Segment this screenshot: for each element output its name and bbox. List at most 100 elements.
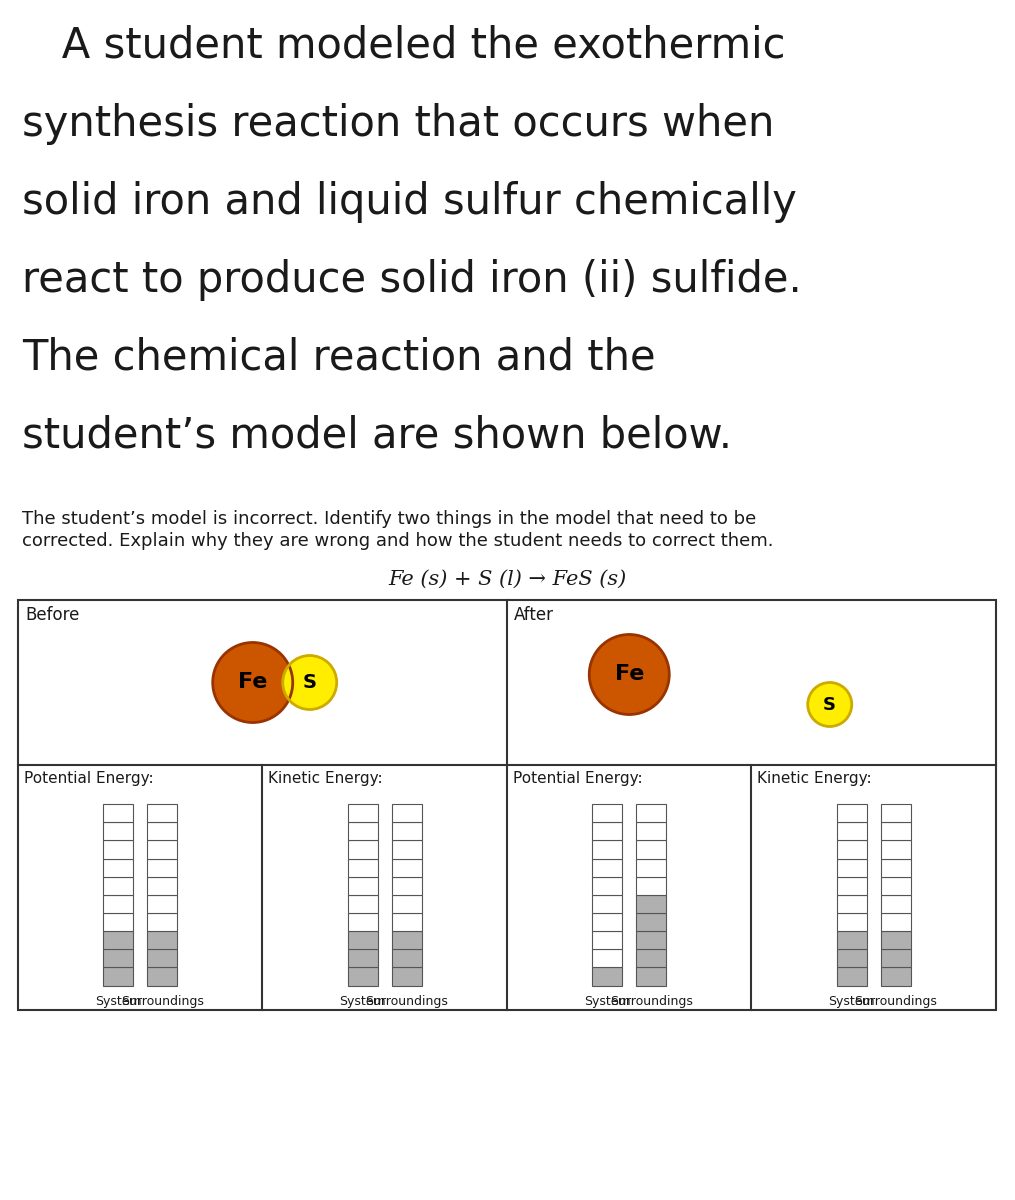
Bar (348, 804, 378, 822)
Bar (348, 840, 378, 858)
Bar (104, 822, 133, 840)
Bar (881, 804, 910, 822)
Bar (147, 877, 178, 895)
Bar (881, 895, 910, 913)
Bar (392, 822, 422, 840)
Bar (348, 877, 378, 895)
Text: Surroundings: Surroundings (121, 995, 204, 1008)
Bar (392, 840, 422, 858)
Bar (147, 840, 178, 858)
Bar (592, 913, 622, 931)
Bar (147, 858, 178, 877)
Bar (104, 804, 133, 822)
Bar (836, 840, 867, 858)
Bar (836, 931, 867, 949)
Bar (147, 895, 178, 913)
Bar (592, 840, 622, 858)
Bar (392, 967, 422, 985)
Bar (104, 895, 133, 913)
Bar (836, 822, 867, 840)
Bar (348, 858, 378, 877)
Bar (392, 877, 422, 895)
Bar (392, 895, 422, 913)
Bar (836, 877, 867, 895)
Bar (348, 822, 378, 840)
Bar (392, 858, 422, 877)
Bar (636, 877, 666, 895)
Bar (392, 931, 422, 949)
Text: System: System (339, 995, 386, 1008)
Bar (836, 949, 867, 967)
Bar (104, 967, 133, 985)
Bar (881, 913, 910, 931)
Circle shape (213, 642, 292, 722)
Bar (636, 967, 666, 985)
Text: The chemical reaction and the: The chemical reaction and the (22, 337, 656, 379)
Text: System: System (95, 995, 141, 1008)
Text: After: After (514, 606, 554, 624)
Bar (592, 822, 622, 840)
Text: S: S (823, 696, 836, 714)
Text: The student’s model is incorrect. Identify two things in the model that need to : The student’s model is incorrect. Identi… (22, 510, 756, 528)
Text: A student modeled the exothermic: A student modeled the exothermic (22, 25, 786, 67)
Text: Fe (s) + S (l) → FeS (s): Fe (s) + S (l) → FeS (s) (388, 570, 626, 589)
Bar (104, 877, 133, 895)
Bar (636, 804, 666, 822)
Bar (348, 949, 378, 967)
Text: Surroundings: Surroundings (855, 995, 937, 1008)
Bar (636, 895, 666, 913)
Text: Fe: Fe (614, 665, 644, 684)
Bar (348, 967, 378, 985)
Text: System: System (584, 995, 630, 1008)
Bar (881, 840, 910, 858)
Bar (636, 949, 666, 967)
Bar (104, 913, 133, 931)
Text: S: S (302, 673, 317, 692)
Bar (392, 913, 422, 931)
Bar (392, 804, 422, 822)
Bar (592, 931, 622, 949)
Text: Before: Before (25, 606, 79, 624)
Text: Potential Energy:: Potential Energy: (513, 770, 642, 786)
Bar (836, 967, 867, 985)
Text: Surroundings: Surroundings (365, 995, 449, 1008)
Bar (18, 600, 996, 1010)
Bar (881, 931, 910, 949)
Text: Fe: Fe (239, 672, 267, 692)
Bar (348, 895, 378, 913)
Bar (636, 931, 666, 949)
Bar (104, 858, 133, 877)
Bar (836, 858, 867, 877)
Bar (592, 895, 622, 913)
Text: Potential Energy:: Potential Energy: (24, 770, 153, 786)
Bar (348, 931, 378, 949)
Circle shape (808, 683, 852, 726)
Bar (636, 840, 666, 858)
Bar (592, 877, 622, 895)
Text: solid iron and liquid sulfur chemically: solid iron and liquid sulfur chemically (22, 181, 797, 223)
Bar (636, 858, 666, 877)
Bar (147, 804, 178, 822)
Text: System: System (828, 995, 875, 1008)
Text: Kinetic Energy:: Kinetic Energy: (757, 770, 872, 786)
Bar (836, 913, 867, 931)
Bar (881, 858, 910, 877)
Bar (104, 931, 133, 949)
Bar (636, 822, 666, 840)
Bar (348, 913, 378, 931)
Bar (881, 967, 910, 985)
Bar (147, 822, 178, 840)
Text: Surroundings: Surroundings (610, 995, 692, 1008)
Bar (147, 967, 178, 985)
Text: synthesis reaction that occurs when: synthesis reaction that occurs when (22, 103, 774, 145)
Bar (104, 840, 133, 858)
Bar (592, 967, 622, 985)
Text: react to produce solid iron (ii) sulfide.: react to produce solid iron (ii) sulfide… (22, 259, 802, 301)
Bar (392, 949, 422, 967)
Bar (147, 913, 178, 931)
Bar (104, 949, 133, 967)
Bar (836, 804, 867, 822)
Text: student’s model are shown below.: student’s model are shown below. (22, 415, 732, 457)
Bar (147, 931, 178, 949)
Text: corrected. Explain why they are wrong and how the student needs to correct them.: corrected. Explain why they are wrong an… (22, 532, 773, 550)
